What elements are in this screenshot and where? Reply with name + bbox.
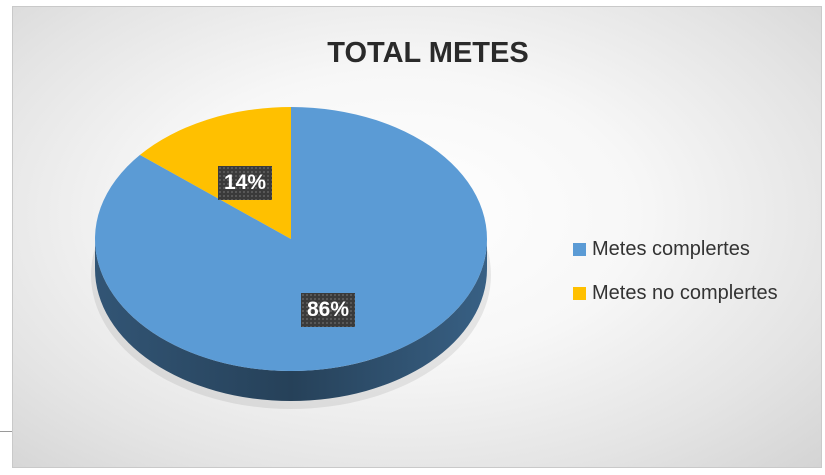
pie-chart <box>91 107 491 409</box>
chart-area: TOTAL METES 86% 14% Metes complertes Met… <box>12 6 822 468</box>
legend-item-metes-no-complertes: Metes no complertes <box>573 281 778 305</box>
pie-slice-metes-no-complertes <box>139 107 291 239</box>
page-corner-tick <box>0 431 12 432</box>
legend-swatch-yellow <box>573 286 586 300</box>
legend-item-metes-complertes: Metes complertes <box>573 237 778 261</box>
data-label-metes-complertes: 86% <box>301 293 356 327</box>
legend-swatch-blue <box>573 242 586 256</box>
legend-label-metes-no-complertes: Metes no complertes <box>592 281 778 304</box>
pie-side-wall <box>95 239 487 401</box>
data-label-metes-no-complertes: 14% <box>218 166 273 200</box>
legend: Metes complertes Metes no complertes <box>573 237 778 325</box>
legend-label-metes-complertes: Metes complertes <box>592 237 750 260</box>
chart-title: TOTAL METES <box>327 37 529 69</box>
